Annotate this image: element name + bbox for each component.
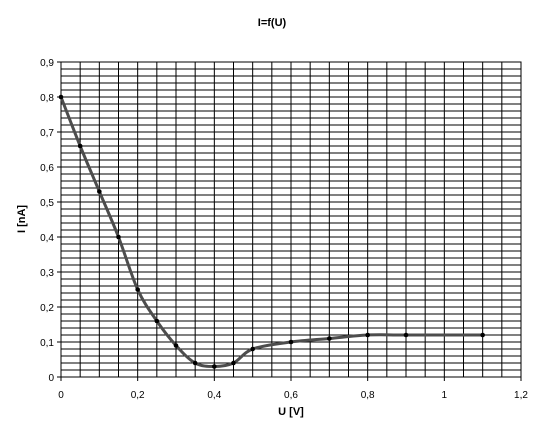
data-point — [77, 143, 83, 149]
y-tick-label: 0,5 — [40, 198, 54, 209]
x-tick-label: 0,2 — [131, 390, 145, 401]
x-tick-label: 0,8 — [361, 390, 375, 401]
data-point — [192, 360, 198, 366]
x-axis-label: U [V] — [278, 406, 304, 418]
data-point — [250, 346, 255, 352]
data-point — [327, 336, 332, 341]
x-tick-label: 0,4 — [207, 390, 221, 401]
data-point — [231, 360, 236, 366]
data-point — [288, 339, 294, 345]
data-point — [173, 343, 179, 348]
series-line — [59, 96, 483, 369]
x-tick-label: 1,2 — [514, 390, 528, 401]
y-tick-label: 0,6 — [40, 163, 54, 174]
y-tick-label: 0,9 — [40, 58, 54, 69]
x-tick-label: 1 — [442, 390, 448, 401]
data-point — [97, 189, 102, 194]
y-tick-label: 0,7 — [40, 128, 54, 139]
y-tick-label: 0,3 — [40, 268, 54, 279]
y-tick-label: 0,8 — [40, 93, 54, 104]
chart-title: I=f(U) — [258, 17, 287, 29]
series-markers — [58, 94, 485, 369]
y-tick-label: 0,4 — [40, 233, 54, 244]
data-point — [365, 332, 370, 338]
data-point — [154, 318, 160, 324]
y-tick-label: 0 — [48, 373, 54, 384]
x-axis-ticks: 0 0,2 0,4 0,6 0,8 1 1,2 — [58, 377, 528, 401]
data-point — [212, 364, 217, 369]
data-point — [116, 234, 121, 240]
grid — [60, 61, 522, 378]
x-tick-label: 0,6 — [284, 390, 298, 401]
x-tick-label: 0 — [58, 390, 64, 401]
y-tick-label: 0,2 — [40, 303, 54, 314]
y-axis-label: I [nA] — [16, 205, 28, 233]
y-tick-label: 0,1 — [40, 338, 54, 349]
data-point — [58, 94, 64, 100]
data-point — [135, 287, 140, 292]
y-axis-ticks: 0 0,1 0,2 0,3 0,4 0,5 0,6 0,7 0,8 0,9 — [40, 58, 61, 384]
data-point — [403, 332, 409, 338]
data-point — [480, 332, 485, 338]
